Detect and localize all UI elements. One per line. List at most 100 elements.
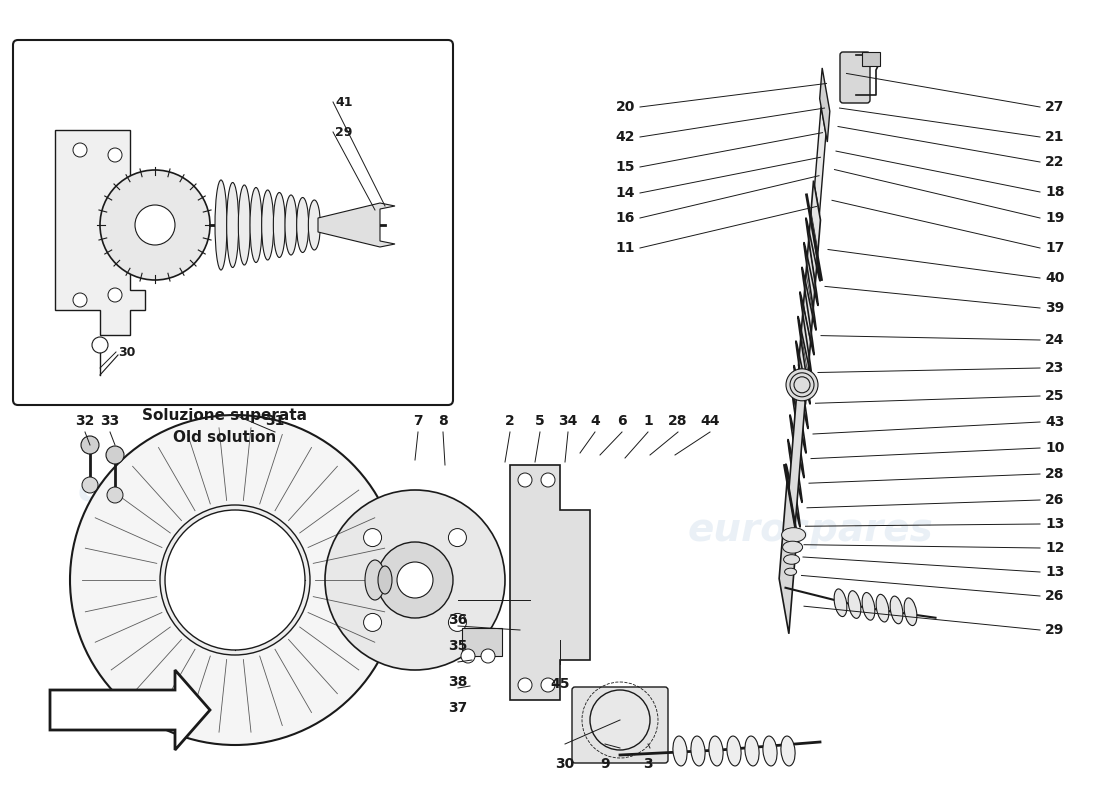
Text: 30: 30: [118, 346, 135, 358]
Text: 13: 13: [1045, 565, 1065, 579]
Ellipse shape: [782, 541, 803, 553]
Text: 6: 6: [617, 414, 627, 428]
Text: 27: 27: [1045, 100, 1065, 114]
Text: 39: 39: [1045, 301, 1065, 315]
Text: eurospares: eurospares: [77, 471, 323, 509]
Text: 28: 28: [669, 414, 688, 428]
Ellipse shape: [365, 560, 385, 600]
Circle shape: [92, 337, 108, 353]
Text: 16: 16: [616, 211, 635, 225]
Bar: [462, 628, 502, 656]
Text: 12: 12: [1045, 541, 1065, 555]
Text: 44: 44: [701, 414, 719, 428]
Ellipse shape: [273, 193, 285, 258]
Text: 21: 21: [1045, 130, 1065, 144]
Text: 17: 17: [1045, 241, 1065, 255]
Circle shape: [135, 205, 175, 245]
Ellipse shape: [848, 590, 861, 618]
Circle shape: [165, 510, 305, 650]
Text: 13: 13: [1045, 517, 1065, 531]
Text: 31: 31: [265, 414, 285, 428]
Text: 22: 22: [1045, 155, 1065, 169]
Text: 30: 30: [556, 757, 574, 771]
Text: 10: 10: [1045, 441, 1065, 455]
Circle shape: [160, 505, 310, 655]
Ellipse shape: [783, 554, 800, 564]
Text: 43: 43: [1045, 415, 1065, 429]
Polygon shape: [318, 203, 395, 247]
FancyBboxPatch shape: [13, 40, 453, 405]
Circle shape: [461, 649, 475, 663]
Circle shape: [481, 649, 495, 663]
Ellipse shape: [285, 195, 297, 255]
Text: Old solution: Old solution: [174, 430, 276, 445]
Circle shape: [70, 415, 400, 745]
Circle shape: [108, 148, 122, 162]
Circle shape: [107, 487, 123, 503]
Bar: [862, 52, 880, 66]
Circle shape: [73, 293, 87, 307]
Text: 4: 4: [590, 414, 600, 428]
Ellipse shape: [890, 596, 903, 624]
Ellipse shape: [308, 200, 320, 250]
Text: 25: 25: [1045, 389, 1065, 403]
Ellipse shape: [708, 736, 723, 766]
Ellipse shape: [763, 736, 777, 766]
Ellipse shape: [727, 736, 741, 766]
Circle shape: [100, 170, 210, 280]
Ellipse shape: [745, 736, 759, 766]
Text: 28: 28: [1045, 467, 1065, 481]
Text: 33: 33: [100, 414, 120, 428]
Text: 3: 3: [644, 757, 652, 771]
Polygon shape: [820, 68, 829, 142]
Polygon shape: [815, 106, 826, 214]
Ellipse shape: [227, 182, 239, 267]
Text: 24: 24: [1045, 333, 1065, 347]
Polygon shape: [812, 94, 826, 258]
Circle shape: [790, 373, 814, 397]
Circle shape: [518, 678, 532, 692]
Circle shape: [541, 678, 556, 692]
Circle shape: [794, 377, 810, 393]
Text: eurospares: eurospares: [688, 511, 933, 549]
Circle shape: [590, 690, 650, 750]
Text: 8: 8: [438, 414, 448, 428]
Ellipse shape: [691, 736, 705, 766]
Ellipse shape: [876, 594, 889, 622]
Circle shape: [82, 477, 98, 493]
Ellipse shape: [378, 566, 392, 594]
Circle shape: [364, 614, 382, 631]
Text: 40: 40: [1045, 271, 1065, 285]
Text: 11: 11: [616, 241, 635, 255]
Text: 29: 29: [1045, 623, 1065, 637]
Circle shape: [73, 143, 87, 157]
Polygon shape: [55, 130, 145, 335]
Ellipse shape: [250, 187, 262, 262]
Circle shape: [541, 473, 556, 487]
Text: 14: 14: [616, 186, 635, 200]
Circle shape: [449, 614, 466, 631]
Circle shape: [81, 436, 99, 454]
Polygon shape: [510, 465, 590, 700]
Text: 5: 5: [535, 414, 544, 428]
Text: 2: 2: [505, 414, 515, 428]
Text: 26: 26: [1045, 493, 1065, 507]
Text: Soluzione superata: Soluzione superata: [143, 408, 308, 423]
Ellipse shape: [239, 185, 251, 265]
Circle shape: [324, 490, 505, 670]
Text: 41: 41: [336, 95, 352, 109]
Text: 42: 42: [616, 130, 635, 144]
Circle shape: [106, 446, 124, 464]
Text: 35: 35: [449, 639, 468, 653]
Polygon shape: [799, 181, 821, 405]
Text: 15: 15: [616, 160, 635, 174]
Text: 20: 20: [616, 100, 635, 114]
Circle shape: [377, 542, 453, 618]
Text: 7: 7: [414, 414, 422, 428]
Circle shape: [108, 288, 122, 302]
Ellipse shape: [782, 528, 805, 542]
Ellipse shape: [673, 736, 688, 766]
Text: 1: 1: [644, 414, 653, 428]
Circle shape: [364, 529, 382, 546]
FancyBboxPatch shape: [572, 687, 668, 763]
